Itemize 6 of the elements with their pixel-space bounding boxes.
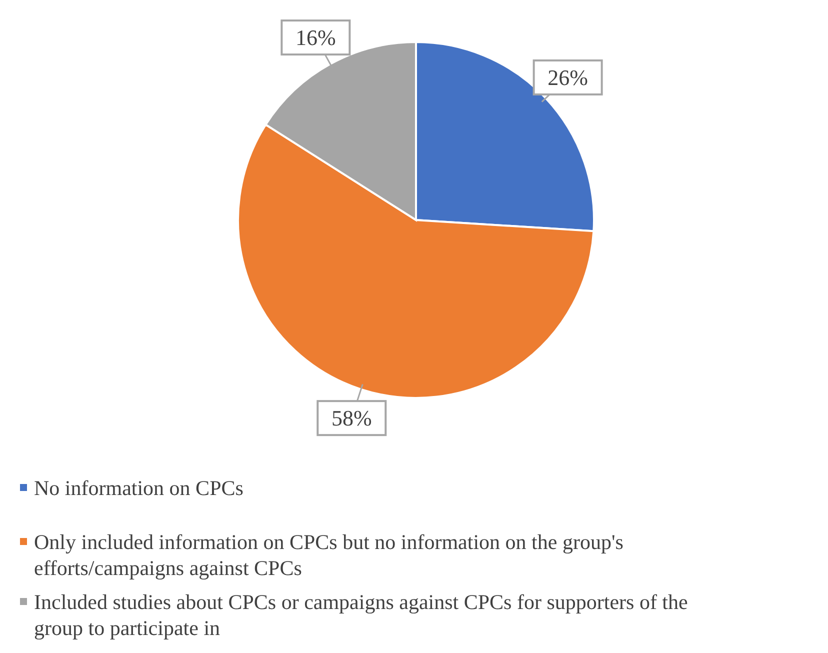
legend-label: No information on CPCs: [34, 476, 244, 500]
legend-label: Only included information on CPCs but no information on the group's efforts/campaigns against CPCs: [34, 530, 624, 580]
data-label: 58%: [331, 406, 372, 431]
legend-label: Included studies about CPCs or campaigns against CPCs for supporters of the group to participate in: [34, 590, 688, 640]
data-label: 26%: [548, 64, 588, 90]
data-label: 16%: [296, 25, 336, 50]
